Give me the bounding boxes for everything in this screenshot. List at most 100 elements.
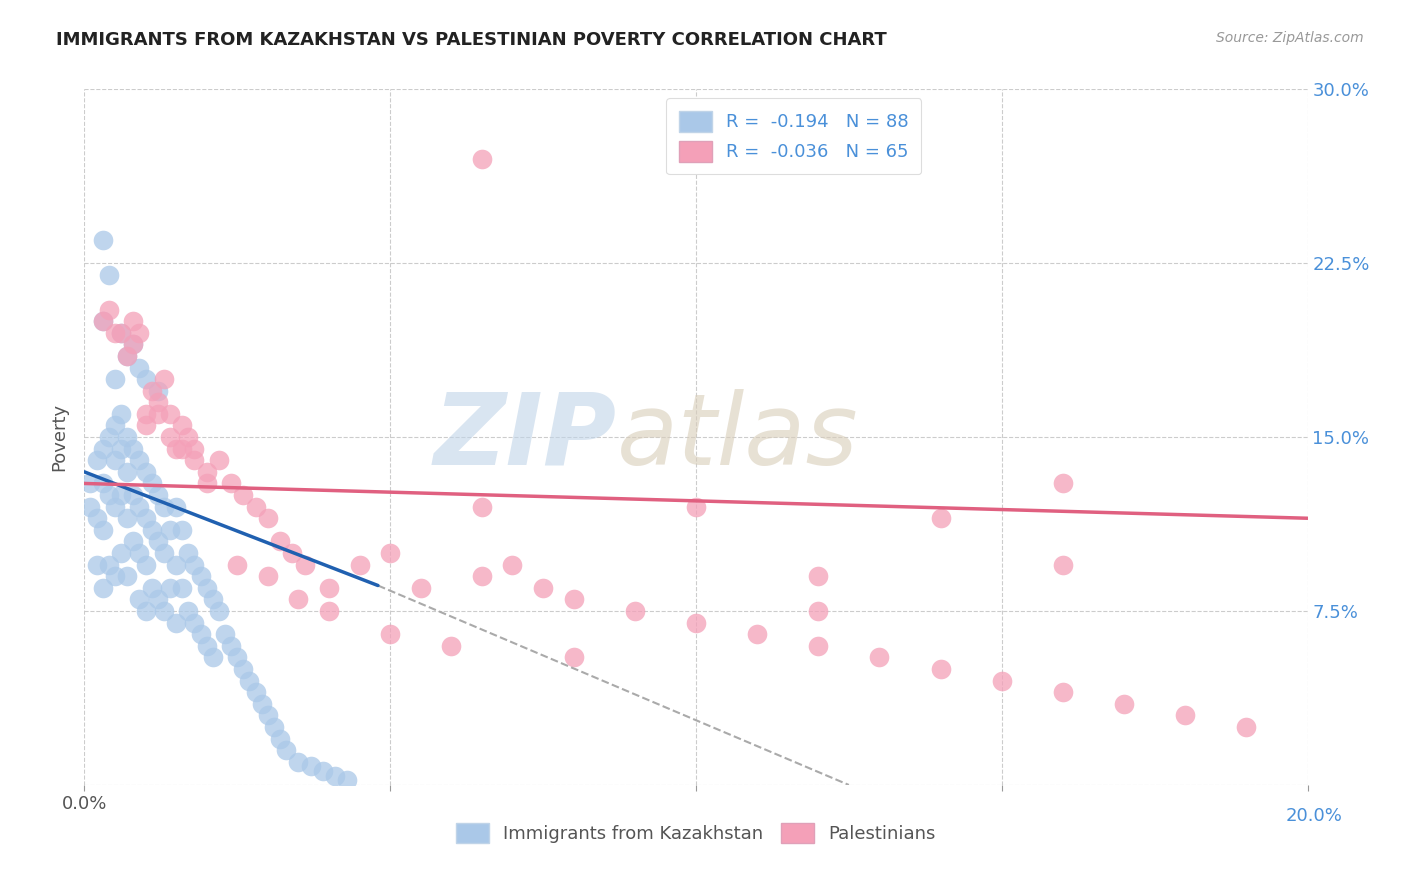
Point: [195, 476, 218, 491]
Point: [86, 453, 108, 467]
Point: [531, 581, 554, 595]
Point: [318, 604, 340, 618]
Point: [79, 476, 101, 491]
Point: [110, 326, 132, 340]
Point: [183, 442, 205, 456]
Point: [245, 500, 267, 514]
Point: [214, 627, 236, 641]
Point: [1236, 720, 1258, 734]
Point: [122, 534, 145, 549]
Point: [440, 639, 463, 653]
Text: 20.0%: 20.0%: [1286, 807, 1343, 825]
Point: [135, 372, 157, 386]
Point: [195, 465, 218, 479]
Point: [104, 326, 127, 340]
Point: [115, 349, 138, 363]
Point: [172, 442, 194, 456]
Point: [146, 384, 169, 398]
Point: [269, 731, 291, 746]
Point: [208, 604, 231, 618]
Point: [183, 453, 205, 467]
Point: [201, 650, 224, 665]
Point: [115, 569, 138, 583]
Point: [232, 488, 254, 502]
Point: [276, 743, 298, 757]
Point: [226, 650, 249, 665]
Point: [172, 418, 194, 433]
Point: [97, 302, 120, 317]
Point: [287, 592, 309, 607]
Point: [146, 534, 169, 549]
Point: [110, 488, 132, 502]
Point: [115, 430, 138, 444]
Point: [128, 592, 150, 607]
Point: [257, 511, 280, 525]
Point: [177, 430, 200, 444]
Point: [141, 476, 163, 491]
Point: [323, 769, 346, 783]
Point: [807, 639, 830, 653]
Point: [97, 268, 120, 282]
Point: [115, 511, 138, 525]
Point: [1174, 708, 1197, 723]
Point: [624, 604, 647, 618]
Point: [91, 314, 114, 328]
Point: [190, 627, 212, 641]
Text: atlas: atlas: [616, 389, 858, 485]
Point: [471, 152, 494, 166]
Point: [110, 326, 132, 340]
Point: [238, 673, 260, 688]
Point: [153, 500, 176, 514]
Point: [97, 430, 120, 444]
Point: [141, 523, 163, 537]
Point: [183, 558, 205, 572]
Point: [165, 558, 187, 572]
Point: [1052, 685, 1074, 699]
Point: [141, 384, 163, 398]
Point: [110, 442, 132, 456]
Point: [104, 418, 127, 433]
Text: IMMIGRANTS FROM KAZAKHSTAN VS PALESTINIAN POVERTY CORRELATION CHART: IMMIGRANTS FROM KAZAKHSTAN VS PALESTINIA…: [56, 31, 887, 49]
Point: [159, 581, 181, 595]
Point: [219, 639, 242, 653]
Point: [219, 476, 242, 491]
Point: [257, 708, 280, 723]
Point: [122, 337, 145, 351]
Point: [226, 558, 249, 572]
Point: [104, 500, 127, 514]
Point: [91, 476, 114, 491]
Point: [122, 442, 145, 456]
Point: [146, 407, 169, 421]
Point: [257, 569, 280, 583]
Point: [165, 615, 187, 630]
Point: [177, 604, 200, 618]
Point: [91, 581, 114, 595]
Point: [91, 233, 114, 247]
Point: [146, 395, 169, 409]
Point: [128, 500, 150, 514]
Point: [232, 662, 254, 676]
Point: [146, 592, 169, 607]
Text: Source: ZipAtlas.com: Source: ZipAtlas.com: [1216, 31, 1364, 45]
Point: [159, 523, 181, 537]
Point: [115, 465, 138, 479]
Point: [263, 720, 285, 734]
Point: [195, 639, 218, 653]
Point: [471, 569, 494, 583]
Point: [312, 764, 335, 778]
Point: [135, 407, 157, 421]
Point: [91, 523, 114, 537]
Y-axis label: Poverty: Poverty: [51, 403, 69, 471]
Point: [287, 755, 309, 769]
Point: [122, 337, 145, 351]
Point: [122, 314, 145, 328]
Point: [318, 581, 340, 595]
Point: [869, 650, 891, 665]
Point: [562, 592, 585, 607]
Point: [128, 326, 150, 340]
Point: [177, 546, 200, 560]
Point: [135, 511, 157, 525]
Point: [86, 558, 108, 572]
Point: [153, 372, 176, 386]
Point: [97, 558, 120, 572]
